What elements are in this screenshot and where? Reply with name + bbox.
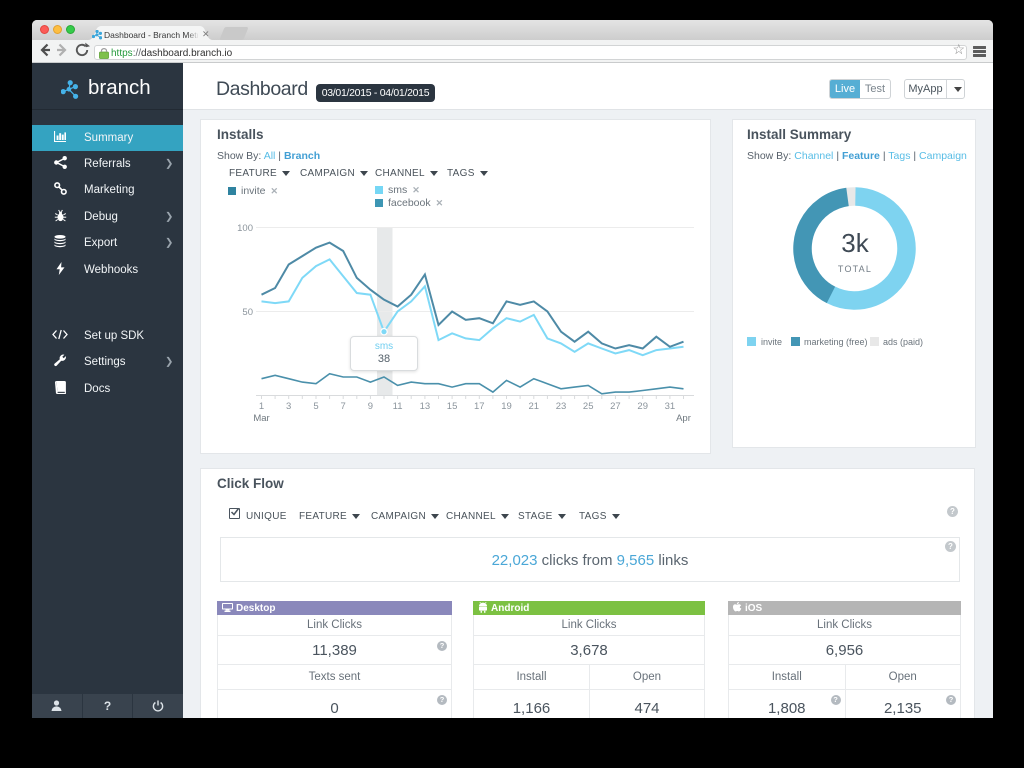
svg-text:31: 31 <box>665 401 676 412</box>
svg-text:9: 9 <box>368 401 373 412</box>
svg-text:29: 29 <box>637 401 648 412</box>
svg-text:5: 5 <box>313 401 318 412</box>
svg-text:27: 27 <box>610 401 621 412</box>
svg-text:Apr: Apr <box>676 413 691 424</box>
svg-text:7: 7 <box>341 401 346 412</box>
svg-text:19: 19 <box>501 401 512 412</box>
svg-text:21: 21 <box>529 401 540 412</box>
svg-text:3: 3 <box>286 401 291 412</box>
svg-text:13: 13 <box>420 401 431 412</box>
svg-text:11: 11 <box>393 401 403 412</box>
svg-text:Mar: Mar <box>253 413 269 424</box>
svg-text:25: 25 <box>583 401 594 412</box>
svg-text:15: 15 <box>447 401 458 412</box>
svg-text:17: 17 <box>474 401 485 412</box>
svg-text:1: 1 <box>259 401 264 412</box>
svg-text:23: 23 <box>556 401 567 412</box>
svg-text:50: 50 <box>242 307 253 318</box>
svg-text:100: 100 <box>237 223 253 234</box>
